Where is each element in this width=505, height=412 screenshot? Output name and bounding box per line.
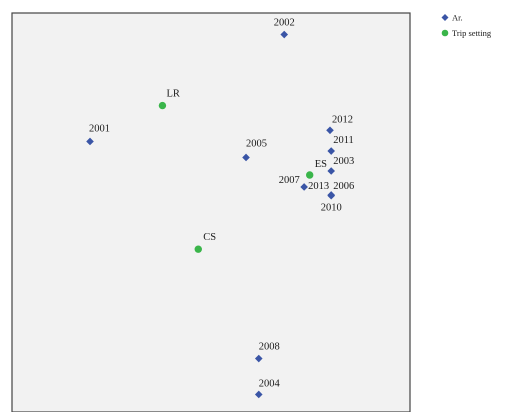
point-ar-2001 bbox=[86, 137, 94, 146]
legend-circle-icon bbox=[441, 29, 449, 37]
point-trip-lr bbox=[158, 101, 167, 110]
point-label-es: ES bbox=[315, 159, 327, 170]
point-label-2012: 2012 bbox=[332, 114, 353, 125]
point-ar-2010 bbox=[327, 191, 335, 200]
point-label-2006: 2006 bbox=[333, 181, 354, 192]
point-ar-2013 bbox=[300, 183, 308, 191]
point-label-2010: 2010 bbox=[321, 203, 342, 214]
plot-area bbox=[11, 12, 411, 412]
points-layer bbox=[86, 30, 335, 399]
point-label-2011: 2011 bbox=[333, 135, 354, 146]
legend-label: Trip setting bbox=[452, 28, 492, 38]
point-trip-cs bbox=[194, 245, 202, 253]
point-ar-2012 bbox=[326, 126, 334, 135]
legend: Ar. Trip setting bbox=[441, 13, 492, 38]
point-label-2005: 2005 bbox=[246, 138, 267, 149]
point-label-2001: 2001 bbox=[89, 123, 110, 134]
point-ar-2002 bbox=[280, 30, 289, 39]
point-label-2004: 2004 bbox=[259, 378, 281, 389]
point-label-2007: 2007 bbox=[279, 175, 300, 186]
legend-item-ar: Ar. bbox=[441, 13, 463, 23]
point-label-2003: 2003 bbox=[333, 156, 354, 167]
point-ar-2011 bbox=[327, 147, 335, 155]
point-ar-2008 bbox=[254, 354, 263, 363]
point-trip-es bbox=[306, 171, 314, 179]
legend-diamond-icon bbox=[441, 14, 449, 21]
point-ar-2003 bbox=[327, 167, 335, 175]
point-ar-2005 bbox=[242, 153, 250, 162]
point-label-2002: 2002 bbox=[274, 18, 295, 29]
point-ar-2004 bbox=[254, 390, 263, 399]
point-label-2013: 2013 bbox=[308, 181, 329, 192]
point-label-lr: LR bbox=[166, 89, 179, 100]
point-label-cs: CS bbox=[203, 232, 216, 243]
legend-label: Ar. bbox=[452, 13, 463, 23]
point-label-2008: 2008 bbox=[259, 342, 280, 353]
legend-item-trip-setting: Trip setting bbox=[441, 28, 492, 38]
labels-layer: 2002 2001 2005 2012 2011 2003 2013 2006 2010 2008… bbox=[89, 18, 354, 390]
